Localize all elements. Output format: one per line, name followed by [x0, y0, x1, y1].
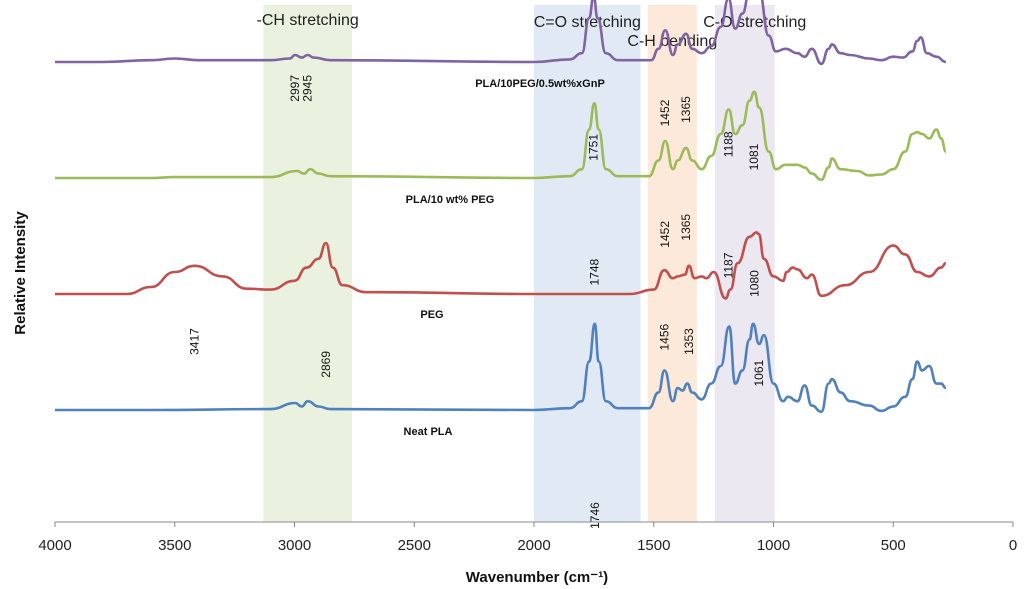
series-labels: PLA/10PEG/0.5wt%xGnP PLA/10 wt% PEG PEG Nea… [404, 78, 605, 438]
band-region [714, 5, 775, 522]
peak-label: 1080 [747, 270, 761, 297]
x-tick-label: 0 [1009, 537, 1017, 554]
series-label: PLA/10PEG/0.5wt%xGnP [475, 78, 605, 90]
x-tick-label: 2500 [398, 537, 431, 554]
x-axis-title: Wavenumber (cm⁻¹) [466, 569, 608, 586]
x-tick-label: 500 [881, 537, 906, 554]
peak-label: 3417 [188, 328, 202, 355]
spectra [54, 0, 947, 414]
peak-label: 1746 [588, 502, 602, 529]
x-tick-label: 1000 [757, 537, 790, 554]
series-line [55, 90, 947, 182]
peak-label: 2997 [288, 75, 302, 102]
peak-label: 1353 [682, 328, 696, 355]
peak-label: 1452 [658, 221, 672, 248]
x-tick-label: 3500 [158, 537, 191, 554]
band-region [647, 5, 697, 522]
band-region-label: -CH stretching [257, 12, 359, 29]
series-line [55, 322, 947, 414]
series-line [55, 0, 947, 66]
band-region [263, 5, 352, 522]
peak-label: 1365 [679, 96, 693, 123]
series-label: Neat PLA [404, 426, 453, 438]
band-region-label: C-H bending [627, 33, 717, 50]
peak-label: 1456 [657, 323, 671, 350]
x-tick-label: 1500 [637, 537, 670, 554]
peak-label: 1751 [587, 134, 601, 161]
band-regions [263, 5, 775, 522]
peak-label: 1061 [752, 359, 766, 386]
peak-label: 2945 [301, 75, 315, 102]
series-line [54, 231, 947, 300]
band-region [534, 5, 641, 522]
x-tick-label: 4000 [38, 537, 71, 554]
series-label: PEG [420, 309, 443, 321]
peak-label: 1188 [722, 131, 736, 157]
band-region-label: C-O stretching [703, 14, 806, 31]
peak-label: 2869 [319, 351, 333, 378]
peak-label: 1365 [679, 214, 693, 241]
x-axis: 4000 3500 3000 2500 2000 1500 1000 500 0 [38, 521, 1017, 554]
peak-label: 1748 [587, 258, 601, 285]
x-tick-label: 2000 [517, 537, 550, 554]
x-tick-label: 3000 [278, 537, 311, 554]
peak-label: 1452 [658, 99, 672, 126]
peak-label: 1187 [722, 252, 736, 278]
y-axis-title: Relative Intensity [12, 211, 29, 335]
series-label: PLA/10 wt% PEG [406, 194, 495, 206]
peak-label: 1081 [747, 143, 761, 170]
